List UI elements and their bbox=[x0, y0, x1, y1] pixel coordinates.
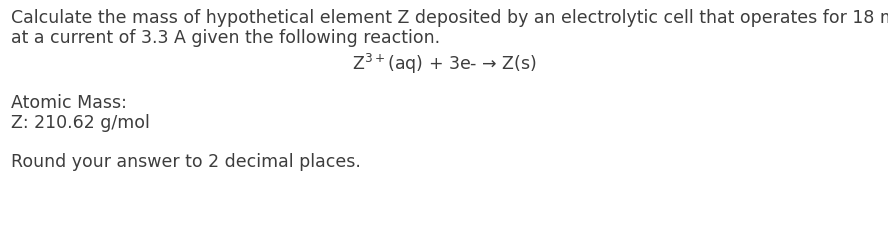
Text: Atomic Mass:: Atomic Mass: bbox=[11, 94, 127, 112]
Text: Z: 210.62 g/mol: Z: 210.62 g/mol bbox=[11, 114, 150, 132]
Text: at a current of 3.3 A given the following reaction.: at a current of 3.3 A given the followin… bbox=[11, 29, 440, 47]
Text: Calculate the mass of hypothetical element Z deposited by an electrolytic cell t: Calculate the mass of hypothetical eleme… bbox=[11, 9, 888, 27]
Text: Round your answer to 2 decimal places.: Round your answer to 2 decimal places. bbox=[11, 153, 361, 171]
Text: Z$^{3+}$(aq) + 3e- → Z(s): Z$^{3+}$(aq) + 3e- → Z(s) bbox=[352, 52, 536, 76]
